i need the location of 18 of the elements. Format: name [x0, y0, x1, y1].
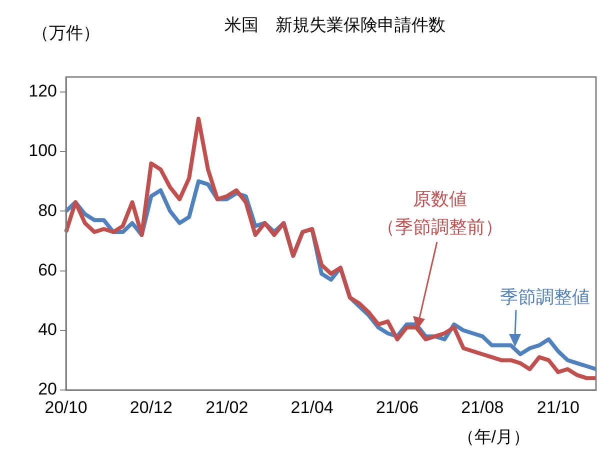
y-axis-title: （万件）	[32, 24, 100, 43]
x-tick-label: 20/12	[130, 398, 172, 417]
chart-title: 米国 新規失業保険申請件数	[224, 16, 446, 35]
x-tick-label: 21/02	[206, 398, 248, 417]
y-tick-label: 60	[38, 260, 57, 280]
x-tick-label: 20/10	[44, 398, 88, 417]
y-tick-label: 20	[38, 380, 57, 399]
y-tick-label: 120	[28, 82, 57, 101]
y-tick-label: 40	[38, 320, 57, 340]
text: （年/月）	[457, 428, 530, 447]
series-label: 季節調整値	[500, 286, 590, 307]
text: 原数値（季節調整前）	[377, 188, 503, 237]
x-tick-label: 21/08	[461, 398, 504, 417]
x-tick-label: 21/06	[376, 398, 419, 417]
y-tick-label: 80	[38, 200, 57, 220]
y-tick-label: 100	[28, 141, 57, 160]
x-tick-label: 21/04	[290, 398, 334, 417]
x-tick-label: 21/10	[536, 398, 580, 417]
